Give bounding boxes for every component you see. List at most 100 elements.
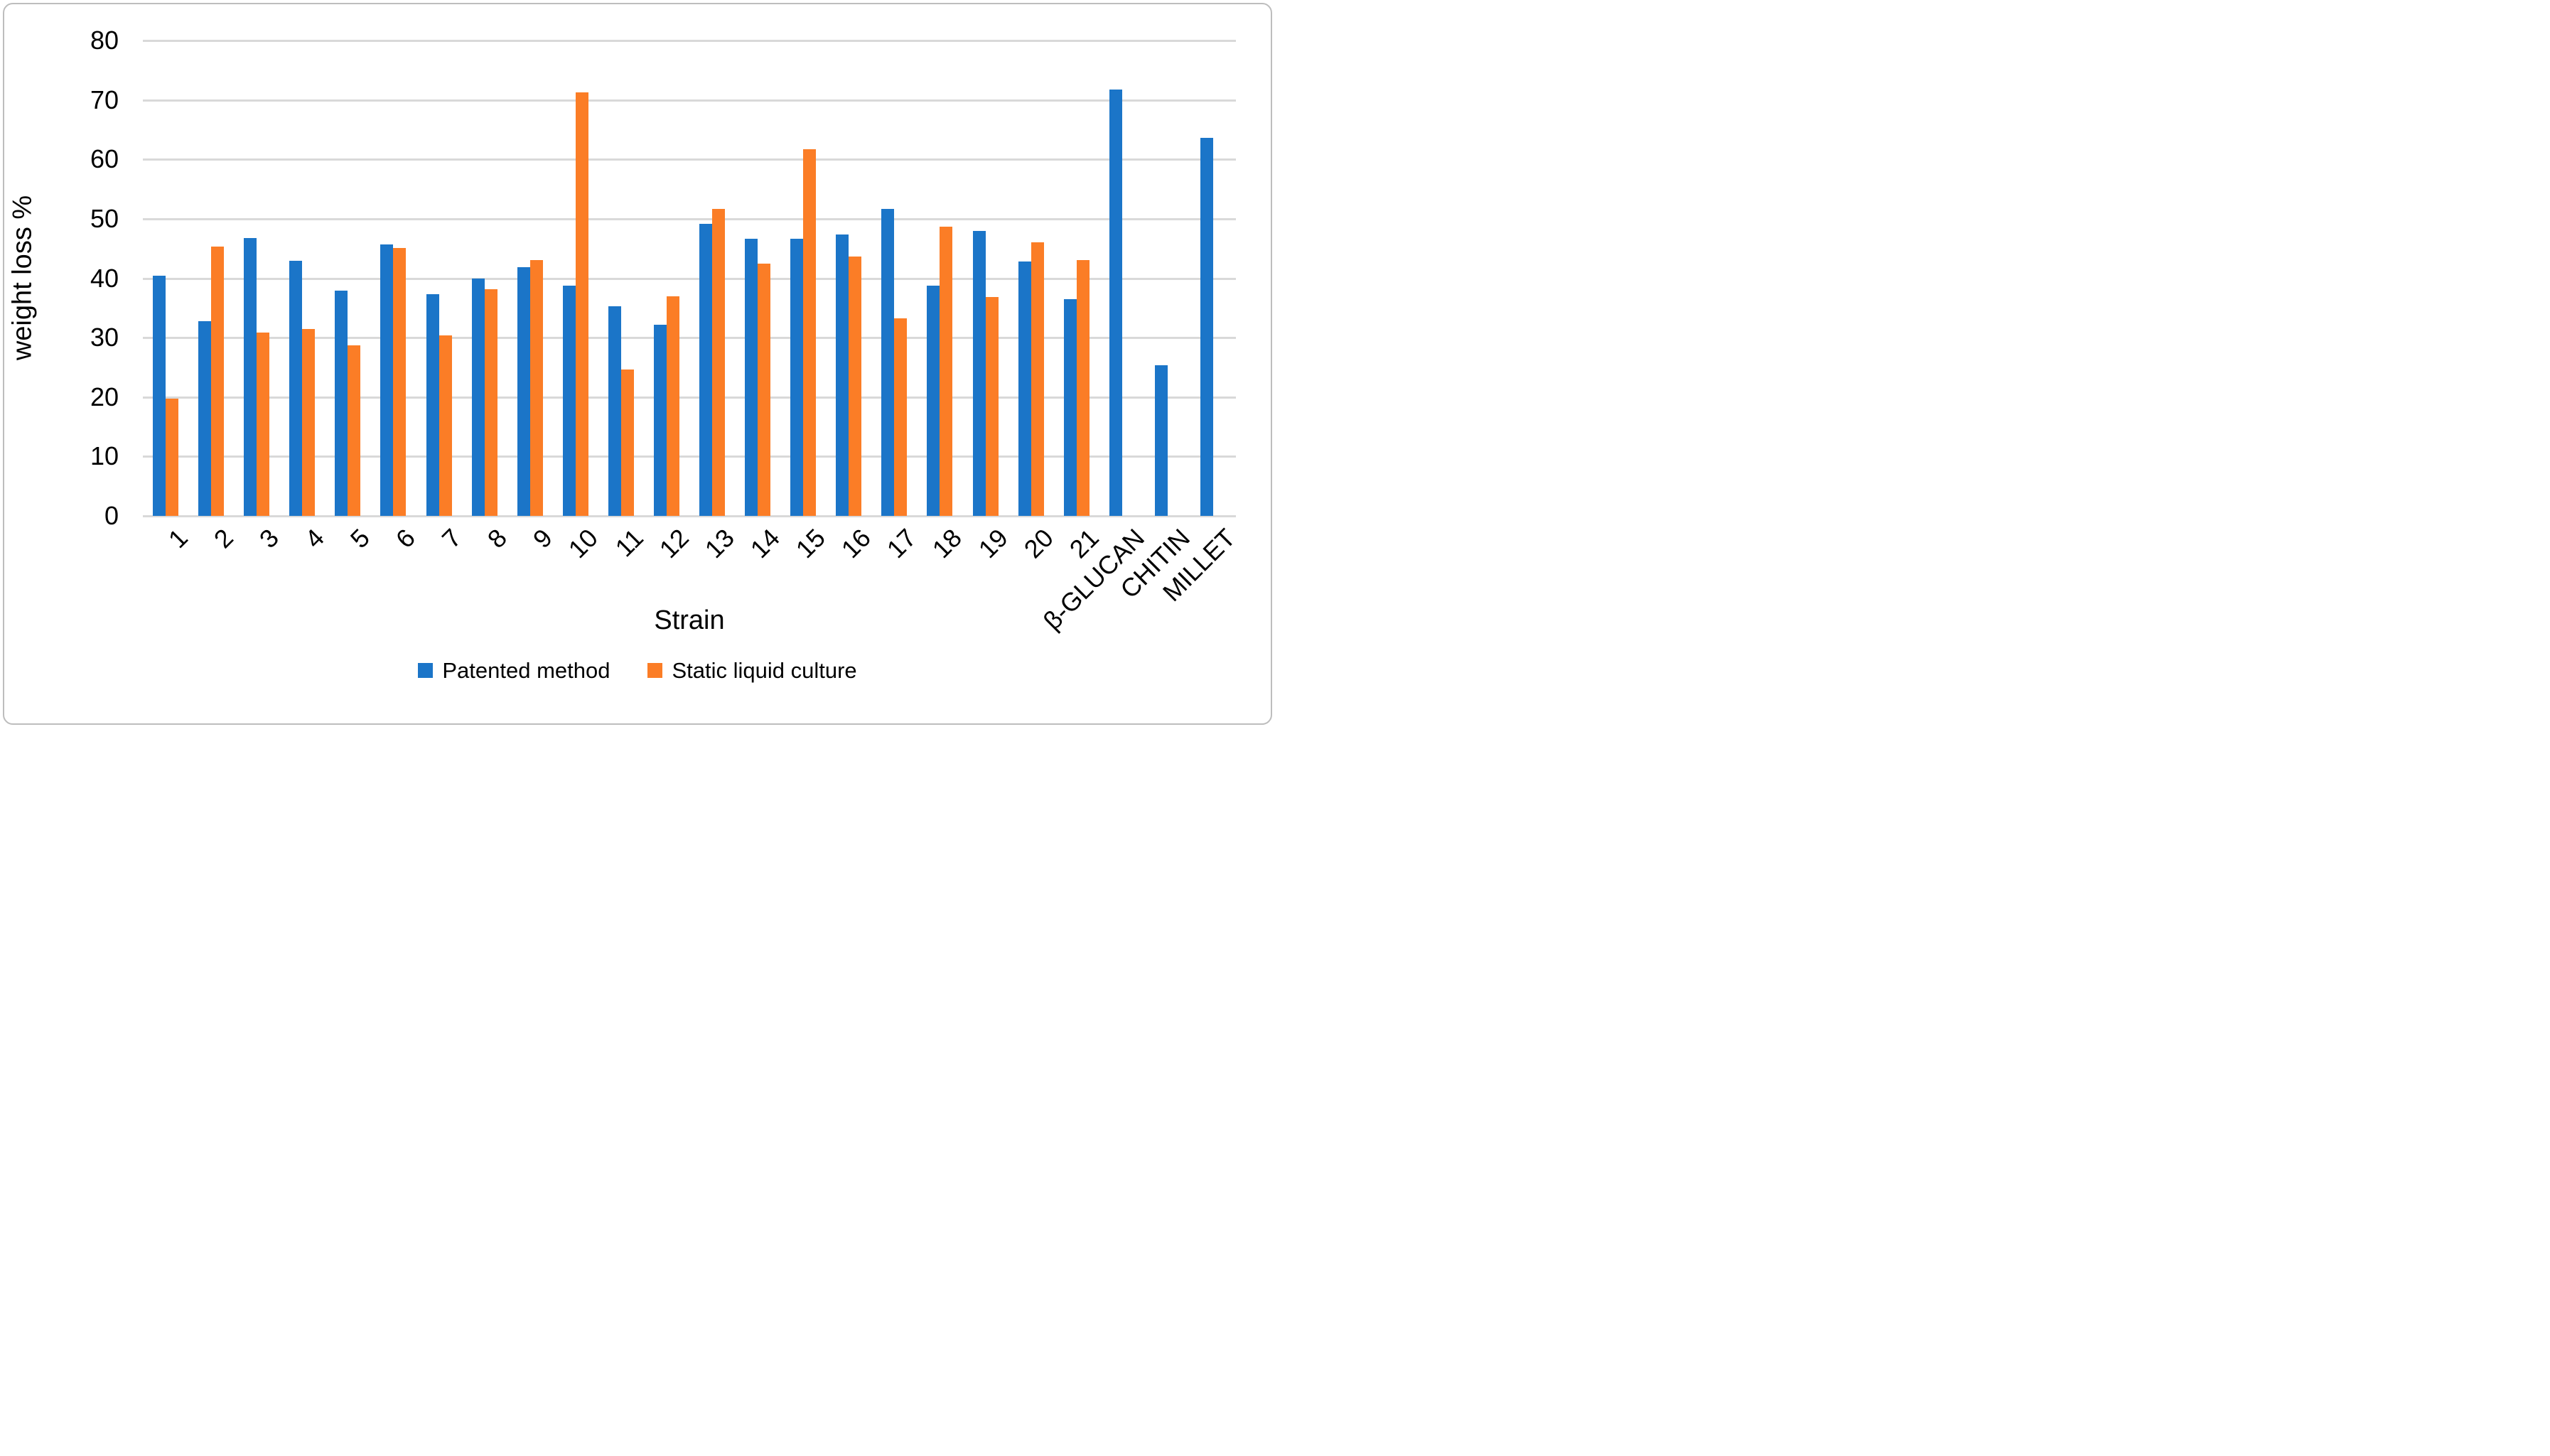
bar-static-liquid-culture: [849, 257, 862, 516]
gridline: [143, 396, 1236, 399]
bar-group: [608, 41, 634, 516]
y-tick-label: 50: [90, 203, 119, 233]
x-tick-label: 4: [299, 523, 330, 554]
x-tick-label: 18: [927, 523, 968, 564]
bar-static-liquid-culture: [575, 92, 588, 516]
bar-patented-method: [1063, 298, 1077, 516]
plot-area: 0 10 20 30 40 50 60 70 80 1 2 3 4 5 6 7 8 9 10 11 12 13 14 15 16…: [0, 0, 1275, 728]
gridline: [143, 40, 1236, 42]
bar-static-liquid-culture: [439, 335, 452, 516]
bar-group: [972, 41, 999, 516]
bar-patented-method: [608, 306, 621, 516]
x-tick-label: 17: [881, 523, 922, 564]
x-tick-label: 8: [481, 523, 512, 554]
gridline: [143, 515, 1236, 517]
gridline: [143, 455, 1236, 458]
bar-patented-method: [1109, 89, 1122, 516]
bar-static-liquid-culture: [257, 333, 270, 516]
x-tick-label: 1: [162, 523, 194, 554]
bar-patented-method: [790, 239, 804, 516]
bar-group: [335, 41, 361, 516]
x-tick-label: 7: [436, 523, 467, 554]
bar-group: [745, 41, 771, 516]
bar-static-liquid-culture: [803, 149, 817, 516]
bar-group: [927, 41, 953, 516]
chart-figure: 0 10 20 30 40 50 60 70 80 1 2 3 4 5 6 7 8 9 10 11 12 13 14 15 16…: [0, 0, 1275, 728]
bar-group: [653, 41, 679, 516]
bar-group: [198, 41, 225, 516]
bar-patented-method: [335, 291, 348, 516]
bar-patented-method: [653, 324, 667, 516]
gridline: [143, 277, 1236, 280]
bar-group: [380, 41, 407, 516]
bar-group: [426, 41, 452, 516]
gridline: [143, 337, 1236, 340]
bar-patented-method: [1018, 261, 1031, 516]
bar-patented-method: [972, 231, 986, 516]
x-tick-label: 12: [653, 523, 694, 564]
x-tick-label: 14: [744, 523, 786, 564]
x-tick-label: 5: [345, 523, 376, 554]
bar-group: [1109, 41, 1135, 516]
x-tick-label: 6: [390, 523, 421, 554]
y-tick-label: 80: [90, 26, 119, 55]
bar-patented-method: [881, 208, 895, 516]
y-tick-label: 30: [90, 323, 119, 352]
legend: Patented method Static liquid culture: [0, 659, 1275, 681]
bar-group: [289, 41, 316, 516]
x-tick-label: 16: [835, 523, 877, 564]
bar-group: [471, 41, 497, 516]
bar-patented-method: [1154, 365, 1168, 516]
bar-static-liquid-culture: [894, 318, 908, 516]
bar-patented-method: [380, 244, 394, 516]
y-tick-label: 0: [104, 501, 119, 530]
bar-group: [517, 41, 543, 516]
bar-group: [881, 41, 908, 516]
bar-group: [562, 41, 588, 516]
bar-static-liquid-culture: [620, 370, 634, 516]
y-tick-label: 70: [90, 85, 119, 114]
legend-swatch: [647, 663, 663, 678]
bar-patented-method: [426, 294, 439, 516]
x-tick-label: 9: [527, 523, 558, 554]
legend-swatch: [418, 663, 434, 678]
bar-group: [153, 41, 179, 516]
bar-group: [699, 41, 726, 516]
bar-patented-method: [927, 286, 940, 516]
bar-static-liquid-culture: [484, 289, 497, 516]
bar-static-liquid-culture: [1031, 242, 1044, 516]
legend-item: Patented method: [418, 659, 610, 681]
y-tick-label: 60: [90, 144, 119, 174]
bar-group: [244, 41, 270, 516]
x-tick-label: 11: [609, 523, 649, 563]
bar-group: [1018, 41, 1044, 516]
bar-patented-method: [517, 266, 530, 516]
bar-patented-method: [153, 276, 166, 516]
x-axis-title: Strain: [654, 605, 725, 635]
x-tick-label: 2: [208, 523, 240, 554]
bar-group: [1200, 41, 1226, 516]
x-tick-label: 20: [1018, 523, 1059, 564]
bar-patented-method: [244, 237, 257, 516]
bar-static-liquid-culture: [758, 263, 771, 516]
bar-static-liquid-culture: [712, 208, 726, 516]
bar-static-liquid-culture: [302, 328, 316, 516]
bar-group: [1154, 41, 1180, 516]
gridline: [143, 99, 1236, 102]
bar-static-liquid-culture: [1076, 259, 1090, 516]
bar-static-liquid-culture: [348, 345, 361, 516]
bar-patented-method: [836, 234, 849, 516]
bar-static-liquid-culture: [940, 226, 953, 516]
y-tick-label: 20: [90, 382, 119, 411]
y-tick-label: 10: [90, 441, 119, 471]
bar-static-liquid-culture: [666, 296, 679, 516]
gridline: [143, 158, 1236, 161]
x-tick-label: 13: [699, 523, 741, 564]
legend-label: Static liquid culture: [672, 658, 857, 683]
bar-static-liquid-culture: [529, 259, 543, 516]
x-tick-label: 15: [790, 523, 832, 564]
bar-static-liquid-culture: [166, 399, 179, 516]
bar-patented-method: [289, 261, 303, 516]
bar-patented-method: [699, 223, 713, 516]
bar-group: [1063, 41, 1090, 516]
